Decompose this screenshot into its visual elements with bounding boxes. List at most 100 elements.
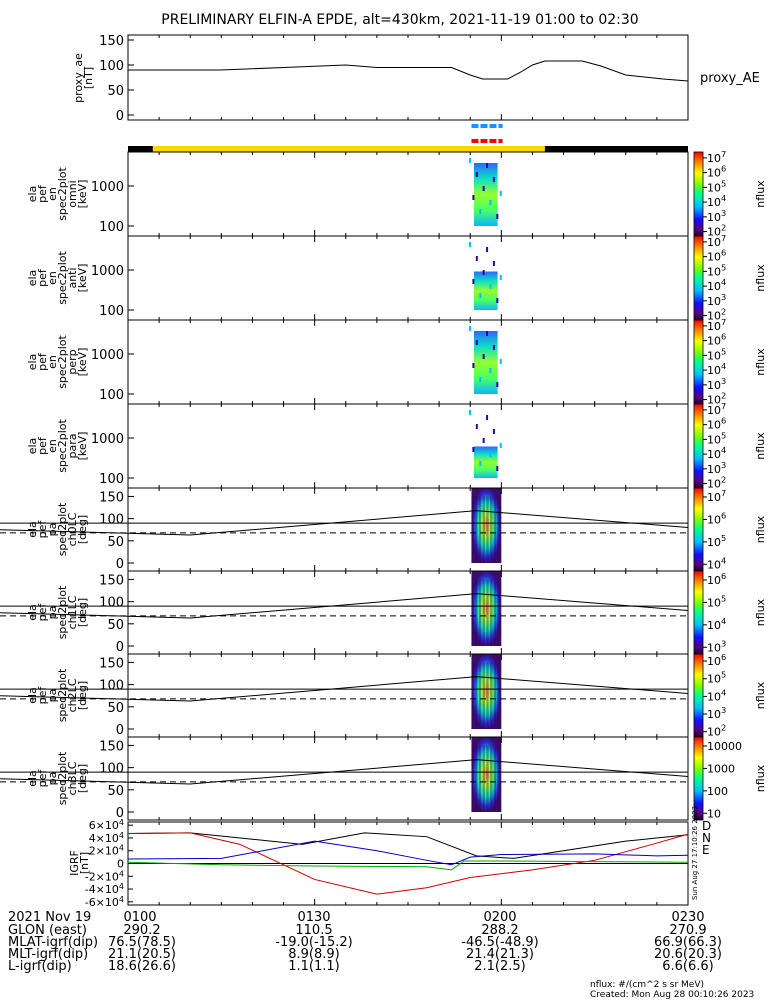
colorbar-tick-label: 105 bbox=[707, 533, 726, 549]
colorbar-title: nflux bbox=[754, 264, 767, 292]
spectrogram-pixel bbox=[482, 354, 485, 359]
pitch-angle-panel: 050100150elapefpaspec2plotch0LC[deg]1041… bbox=[0, 487, 767, 572]
axis-label-line: [nT] bbox=[82, 67, 95, 89]
proxy-ae-panel: 0 50 100 150 proxy_ae[nT] proxy_AE bbox=[72, 34, 760, 124]
ephemeris-value: 21.1(20.5) bbox=[108, 947, 176, 962]
y-tick-label: 0 bbox=[116, 557, 124, 572]
colorbar-tick-label: 107 bbox=[707, 233, 726, 249]
footer-line: Created: Mon Aug 28 00:10:26 2023 bbox=[590, 990, 754, 1000]
spectrogram-pixel bbox=[482, 745, 485, 812]
colorbar-tick-label: 104 bbox=[707, 445, 726, 461]
colorbar-tick-label: 106 bbox=[707, 416, 726, 432]
ephemeris-value: 21.4(21.3) bbox=[466, 947, 534, 962]
y-tick-label: -2×104 bbox=[85, 869, 124, 883]
spectrogram-pixel bbox=[492, 345, 495, 350]
colorbar-title-text: nflux bbox=[754, 515, 767, 543]
spectrogram-pixel bbox=[486, 163, 489, 168]
spectrogram-pixel bbox=[486, 579, 489, 646]
spectrogram-pixels bbox=[473, 271, 498, 310]
axis-label-line: en bbox=[46, 271, 59, 285]
spectrogram-pixel bbox=[475, 496, 478, 563]
series-label-proxy-ae: proxy_AE bbox=[700, 71, 760, 86]
proxy-ae-line bbox=[128, 60, 689, 82]
spectrogram-pixel bbox=[497, 579, 500, 646]
colorbar-tick-label: 107 bbox=[707, 401, 726, 417]
spectrogram-pixel bbox=[496, 466, 499, 471]
colorbar-tick-label: 103 bbox=[707, 638, 726, 654]
y-tick-label: 100 bbox=[99, 220, 124, 235]
spectrogram-pixel bbox=[482, 496, 485, 563]
colorbar-tick-label: 10 bbox=[707, 807, 721, 820]
spectrogram-pixel bbox=[489, 368, 492, 373]
colorbar-tick-label: 105 bbox=[707, 346, 726, 362]
spectrogram-pixel bbox=[489, 284, 492, 289]
spectrogram-pixel bbox=[499, 191, 502, 196]
axis-label-line: ela bbox=[26, 438, 39, 455]
ephemeris-value: 2.1(2.5) bbox=[474, 959, 526, 974]
pitch-angle-panel: 050100150elapefpaspec2plotch2LC[deg]1021… bbox=[0, 652, 767, 739]
spectrogram-pixels bbox=[471, 653, 502, 729]
pitch-angle-panel: 050100150elapefpaspec2plotch1LC[deg]1031… bbox=[0, 570, 767, 655]
colorbar-title: nflux bbox=[754, 598, 767, 626]
y-tick-label: 50 bbox=[107, 84, 124, 99]
energy-panel: 1001000elapefenspec2plotperp[keV]1021031… bbox=[26, 317, 767, 407]
axis-label-line: pef bbox=[36, 769, 49, 788]
x-tick-label: 0200 bbox=[483, 910, 516, 925]
axis-label-line: ch0LC bbox=[66, 512, 79, 546]
energy-panel: 1001000elapefenspec2plotomni[keV]1021031… bbox=[26, 149, 767, 239]
axis-label-line: [keV] bbox=[76, 348, 89, 377]
spectrogram-pixel bbox=[472, 195, 475, 200]
y-tick-label: 100 bbox=[99, 472, 124, 487]
colorbar-title: nflux bbox=[754, 681, 767, 709]
axis-label-line: pef bbox=[36, 268, 49, 287]
axis-label-line: pef bbox=[36, 352, 49, 371]
spectrogram-pixel bbox=[486, 745, 489, 812]
y-tick-label: 1000 bbox=[91, 264, 124, 279]
spectrogram-pixel bbox=[490, 745, 493, 812]
axis-label-line: pef bbox=[36, 184, 49, 203]
colorbar: 10 100 1000 10000 nflux bbox=[693, 736, 767, 821]
colorbar-tick-label: 105 bbox=[707, 593, 726, 609]
colorbar-tick-label: 103 bbox=[707, 208, 726, 224]
spectrogram-pixel bbox=[489, 200, 492, 205]
igrf-legend-n: N bbox=[702, 831, 711, 845]
axis-label-line: ela bbox=[26, 604, 39, 621]
y-tick-label: 100 bbox=[99, 596, 124, 611]
axis-label-line: spec2plot bbox=[56, 751, 69, 805]
spectrogram-pixel bbox=[490, 662, 493, 729]
colorbar-title: nflux bbox=[754, 764, 767, 792]
state-bar-segment bbox=[544, 146, 688, 152]
igrf-total-line bbox=[127, 832, 689, 859]
spectrogram-pixel bbox=[493, 579, 497, 646]
pitch-angle-spectrogram-panels: 050100150elapefpaspec2plotch0LC[deg]1041… bbox=[0, 487, 767, 821]
colorbar-tick-label: 107 bbox=[707, 149, 726, 165]
colorbar-title: nflux bbox=[754, 432, 767, 460]
ephemeris-value: 6.6(6.6) bbox=[662, 959, 714, 974]
axis-label-line: ela bbox=[26, 186, 39, 203]
axis-label-line: pa bbox=[46, 606, 59, 620]
energy-panel: 1001000elapefenspec2plotpara[keV]1021031… bbox=[26, 401, 767, 491]
y-tick-label: 1000 bbox=[91, 348, 124, 363]
igrf-panel: -6×104-4×104-2×10402×1044×1046×104IGRF[n… bbox=[68, 806, 711, 909]
ephemeris-header: 2021 Nov 19 bbox=[8, 910, 91, 925]
y-tick-label: 50 bbox=[107, 701, 124, 716]
ephemeris-value: 1.1(1.1) bbox=[288, 959, 340, 974]
ephemeris-value: 290.2 bbox=[123, 923, 160, 938]
axis-label-line: omni bbox=[66, 180, 79, 207]
axis-label-line: en bbox=[46, 187, 59, 201]
energy-panel: 1001000elapefenspec2plotanti[keV]1021031… bbox=[26, 233, 767, 323]
x-tick-label: 0100 bbox=[123, 910, 156, 925]
spectrogram-pixel bbox=[492, 177, 495, 182]
y-tick-label: -6×104 bbox=[85, 895, 124, 909]
axis-label-line: [keV] bbox=[76, 264, 89, 293]
panel-frame bbox=[127, 34, 689, 121]
ae-axis-label: proxy_ae[nT] bbox=[72, 53, 95, 103]
y-tick-label: 100 bbox=[99, 59, 124, 74]
science-zone-bar-segment bbox=[498, 124, 503, 128]
panel-frame bbox=[127, 151, 689, 237]
spectrogram-pixel bbox=[471, 662, 474, 729]
spectrogram-pixel bbox=[492, 261, 495, 266]
